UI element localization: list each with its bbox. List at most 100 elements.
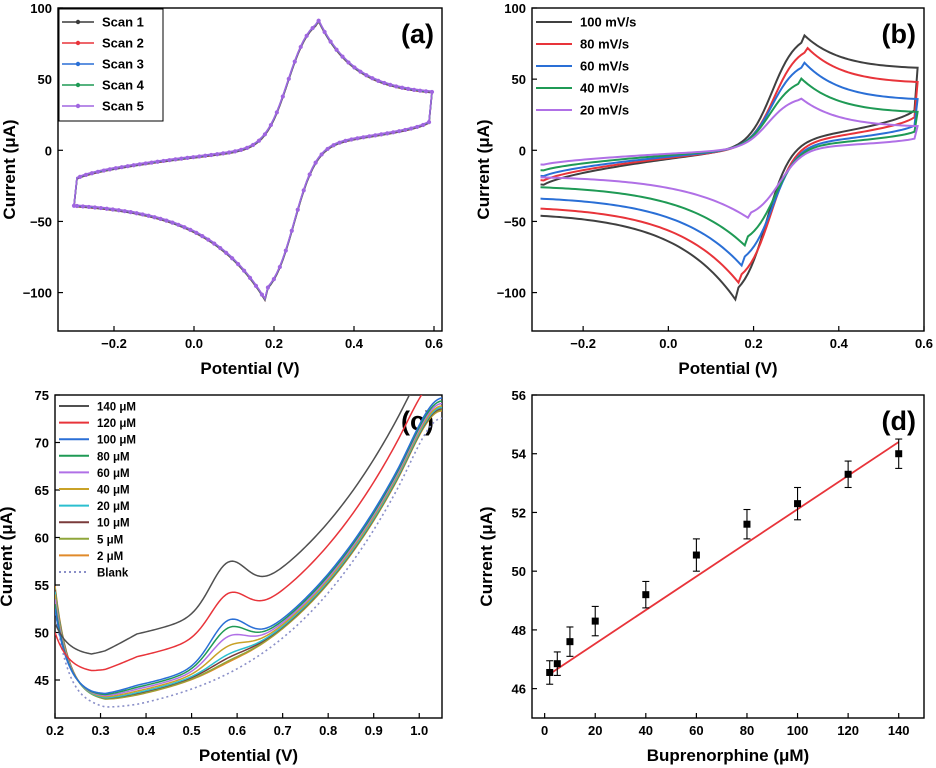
legend-label: Scan 1 [102,15,144,30]
data-point [409,126,414,131]
x-tick-label: 0.2 [265,336,283,351]
x-tick-label: −0.2 [570,336,596,351]
plot-area [71,18,435,303]
legend-label: 120 μM [97,418,136,430]
data-point [271,277,276,282]
data-point [179,156,184,161]
data-point [113,166,118,171]
data-point [370,76,375,81]
data-point [337,140,342,145]
legend-label: Scan 2 [102,36,144,51]
data-point [256,138,262,143]
legend-label: Scan 4 [102,78,145,93]
x-tick-label: 1.0 [410,723,428,738]
legend-marker [75,82,81,88]
series-line-20-m [55,406,442,699]
legend-marker [75,61,81,67]
data-point [104,206,109,211]
legend-label: Blank [97,568,129,580]
x-tick-label: 0.3 [91,723,109,738]
data-point [794,500,802,508]
data-point [185,155,190,161]
x-tick-label: 0.9 [365,723,383,738]
plot-area [546,438,903,685]
data-point [310,25,315,31]
data-point [553,660,561,668]
data-point [286,76,291,81]
x-tick-label: 0.5 [183,723,201,738]
data-point [116,208,121,213]
data-point [89,171,94,176]
data-point [346,60,351,65]
y-tick-label: −100 [497,286,526,301]
data-point [131,163,136,168]
data-point [200,233,205,239]
data-point [101,168,106,173]
data-point [206,237,211,242]
data-point [355,136,360,141]
data-point [259,292,265,297]
data-point [98,205,103,211]
data-point [414,124,420,130]
y-tick-label: −50 [504,214,526,229]
legend-label: Scan 3 [102,57,144,72]
legend-label: 40 μM [97,485,130,497]
data-point [191,155,196,160]
data-point [80,204,86,209]
y-tick-label: 75 [35,388,49,403]
data-point [238,147,244,152]
data-point [376,78,381,83]
data-point [212,241,217,246]
x-tick-label: 0.4 [345,336,364,351]
y-tick-label: 56 [512,388,526,403]
legend-label: 40 mV/s [580,81,629,96]
x-axis-title: Potential (V) [678,359,777,378]
y-tick-label: 0 [519,143,526,158]
y-axis-title: Current (μA) [474,119,493,219]
data-point [316,18,321,23]
y-tick-label: 65 [35,483,49,498]
data-point [224,250,229,255]
data-point [591,617,599,625]
data-point [119,165,124,170]
series-line-40-m [55,405,442,698]
data-point [143,161,148,166]
data-point [382,80,387,86]
y-tick-label: 100 [504,1,526,16]
legend-label: 20 μM [97,501,130,513]
data-point [388,82,393,87]
series-line-80-mv-s [540,46,919,285]
data-point [546,668,554,676]
data-point [227,150,232,155]
data-point [328,39,333,44]
data-point [364,73,369,78]
data-point [277,264,282,270]
x-tick-label: 0.2 [46,723,64,738]
plot-frame [57,7,443,332]
data-point [233,149,238,154]
series-line-140-m [55,395,411,655]
data-point [379,132,384,137]
y-tick-label: 55 [35,578,49,593]
data-point [274,110,279,115]
data-point [125,164,130,169]
data-point [137,162,142,167]
data-point [292,59,297,64]
data-point [188,227,193,233]
data-point [146,213,151,218]
data-point [128,210,133,215]
x-tick-label: 60 [689,723,703,738]
data-point [134,211,139,216]
x-tick-label: 80 [740,723,754,738]
panel-label: (a) [401,19,434,49]
plot-area [55,395,442,708]
series-line-100-m [55,397,442,695]
x-tick-label: 0.2 [745,336,763,351]
data-point [743,520,751,528]
y-axis-title: Current (μA) [0,119,19,219]
legend-label: 10 μM [97,518,130,530]
x-tick-label: 120 [837,723,859,738]
data-point [406,86,411,92]
legend-label: 60 μM [97,468,130,480]
